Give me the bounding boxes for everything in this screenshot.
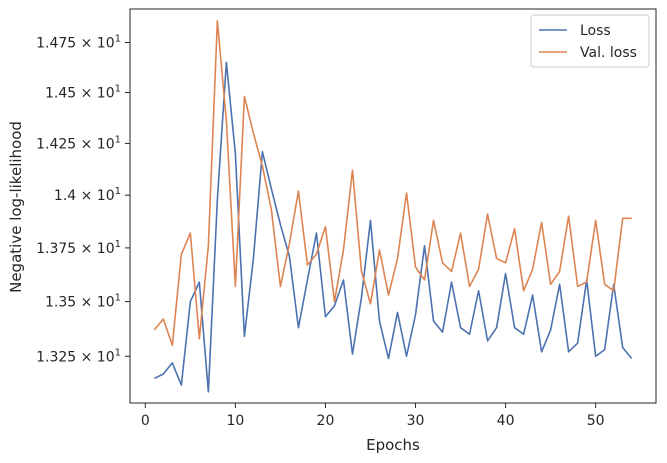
series-line-loss	[153, 61, 633, 393]
y-tick-label: 1.475 × 101	[36, 34, 121, 52]
y-tick-label: 1.425 × 101	[36, 134, 121, 152]
x-tick-label: 0	[141, 413, 150, 429]
y-tick-label: 1.325 × 101	[36, 347, 121, 365]
series-line-val-loss	[153, 19, 632, 347]
y-tick-label: 1.4 × 101	[54, 186, 121, 204]
plot-frame	[129, 8, 657, 404]
legend-label-val-loss: Val. loss	[580, 45, 637, 61]
series-layer	[153, 19, 633, 393]
y-tick-label: 1.45 × 101	[45, 84, 121, 102]
y-axis: 1.325 × 101 1.35 × 101 1.375 × 101 1.4 × 10…	[36, 34, 130, 365]
legend: Loss Val. loss	[530, 14, 650, 68]
y-tick-label: 1.375 × 101	[36, 239, 121, 257]
x-axis-label: Epochs	[366, 436, 420, 454]
legend-label-loss: Loss	[580, 23, 611, 39]
y-axis-label: Negative log-likelihood	[7, 121, 25, 293]
x-axis: 0 10 20 30 40 50	[141, 403, 605, 429]
legend-box	[530, 14, 650, 68]
x-tick-label: 50	[587, 413, 605, 429]
x-tick-label: 30	[407, 413, 425, 429]
x-tick-label: 10	[226, 413, 244, 429]
x-tick-label: 40	[497, 413, 515, 429]
y-tick-label: 1.35 × 101	[45, 293, 121, 311]
x-tick-label: 20	[317, 413, 335, 429]
